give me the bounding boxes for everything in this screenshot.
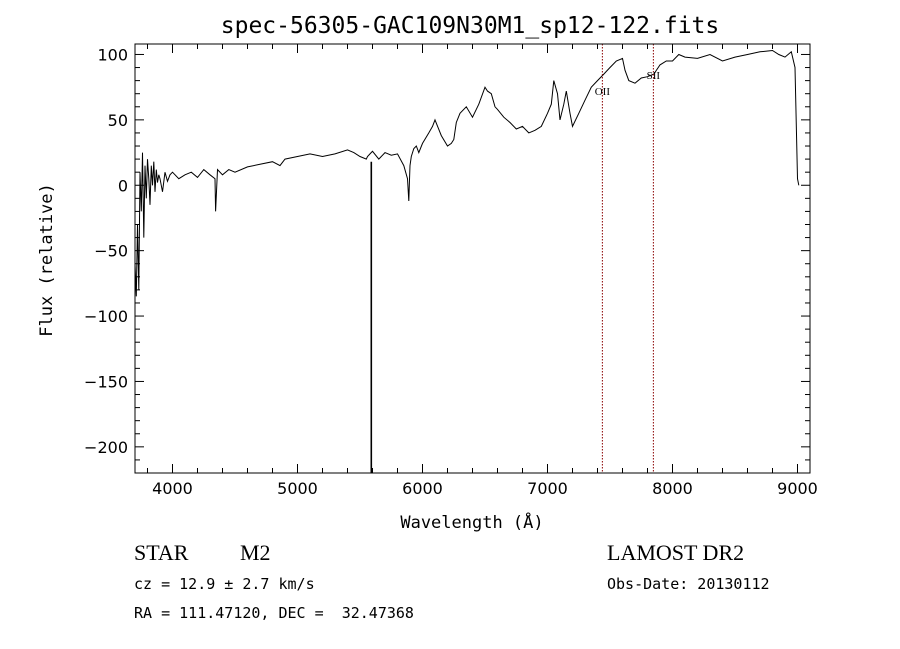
coordinates: RA = 111.47120, DEC = 32.47368 (134, 604, 414, 622)
spectrum-series-0 (134, 49, 800, 297)
y-tick-label: −200 (84, 438, 128, 457)
x-tick-label: 8000 (652, 479, 693, 498)
chart-title: spec-56305-GAC109N30M1_sp12-122.fits (221, 13, 720, 39)
y-tick-label: 100 (97, 45, 128, 64)
object-subclass: M2 (240, 540, 271, 565)
y-tick-label: 0 (118, 176, 128, 195)
x-tick-label: 6000 (402, 479, 443, 498)
line-label-oii: OII (595, 86, 611, 98)
y-tick-label: −50 (94, 242, 128, 261)
redshift-velocity: cz = 12.9 ± 2.7 km/s (134, 575, 315, 593)
series-layer (134, 49, 800, 473)
x-tick-label: 9000 (777, 479, 818, 498)
x-tick-label: 4000 (152, 479, 193, 498)
x-tick-label: 5000 (277, 479, 318, 498)
x-axis-label: Wavelength (Å) (400, 511, 543, 533)
plot-frame (134, 43, 811, 474)
y-tick-label: −150 (84, 372, 128, 391)
object-class: STAR (134, 540, 189, 565)
line-label-sii: SII (647, 70, 661, 82)
y-tick-label: −100 (84, 307, 128, 326)
survey-name: LAMOST DR2 (607, 540, 745, 565)
y-axis-label: Flux (relative) (37, 183, 57, 337)
x-tick-label: 7000 (527, 479, 568, 498)
axes-layer: 4000 5000 6000 7000 8000 9000 −200 −150 −100 −50 0… (84, 43, 818, 498)
annotation-layer: OII SII (595, 44, 661, 473)
observation-date: Obs-Date: 20130112 (607, 575, 770, 593)
y-tick-label: 50 (108, 111, 128, 130)
